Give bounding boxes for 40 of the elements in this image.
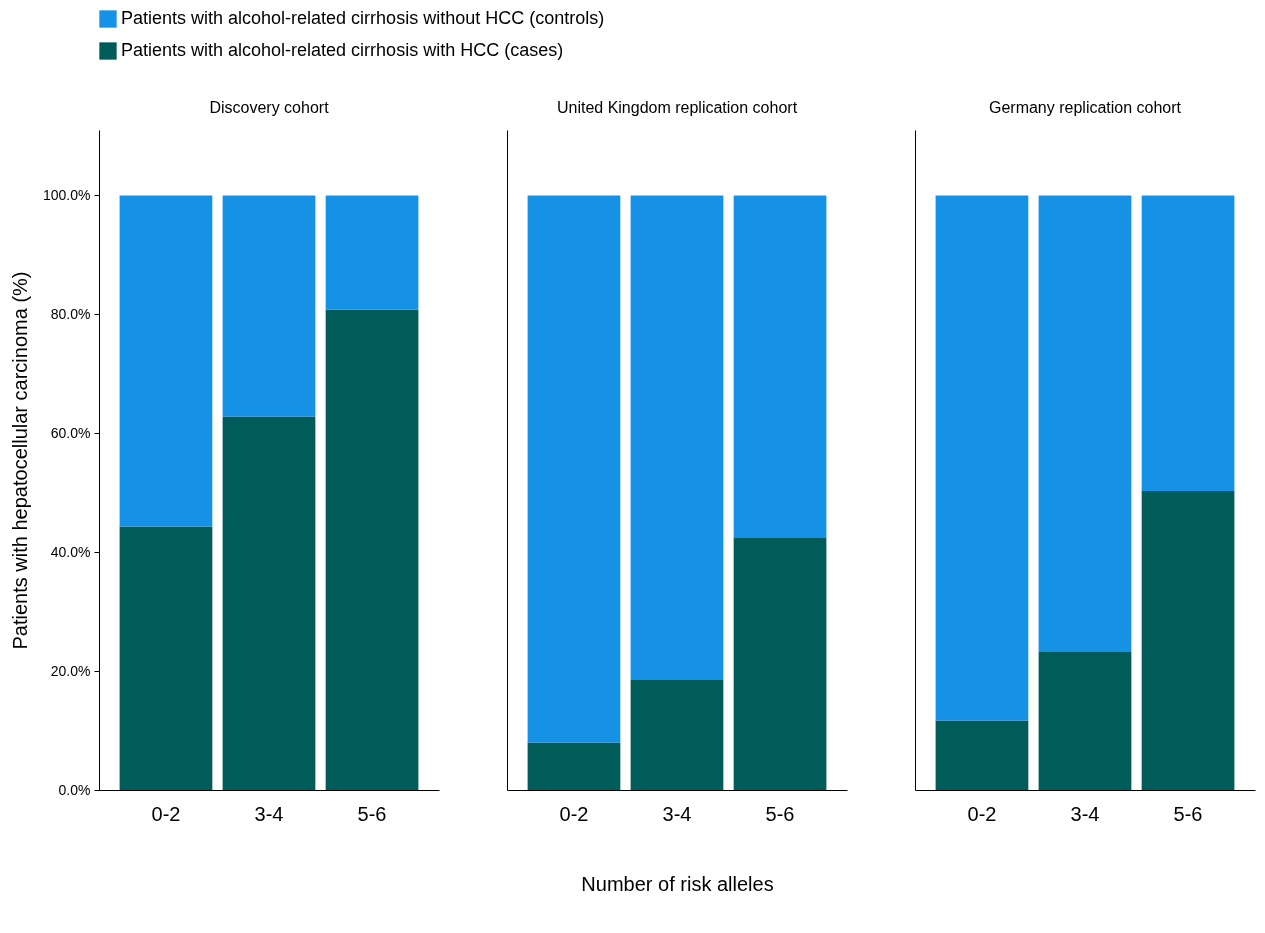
y-tick-label: 80.0% xyxy=(50,305,91,322)
y-tick-label: 40.0% xyxy=(50,543,91,560)
y-axis-title: Patients with hepatocellular carcinoma (%) xyxy=(9,271,32,650)
bar xyxy=(222,416,316,790)
bar xyxy=(119,195,213,527)
bar xyxy=(935,195,1029,721)
x-tick-label: 3-4 xyxy=(662,802,692,825)
bar xyxy=(935,720,1029,790)
x-tick-label: 5-6 xyxy=(1173,802,1203,825)
bar xyxy=(527,195,621,743)
y-tick-label: 20.0% xyxy=(50,662,91,679)
x-tick-label: 5-6 xyxy=(765,802,795,825)
chart-title: Discovery cohort xyxy=(209,99,330,116)
bar xyxy=(1141,490,1235,790)
chart-title: Germany replication cohort xyxy=(988,99,1182,116)
legend-label: Patients with alcohol-related cirrhosis without HCC (controls) xyxy=(121,8,605,28)
chart-title: United Kingdom replication cohort xyxy=(556,99,798,116)
bar xyxy=(527,742,621,790)
bar xyxy=(630,680,724,790)
x-axis-title: Number of risk alleles xyxy=(581,872,774,895)
x-tick-label: 5-6 xyxy=(357,802,387,825)
y-tick-label: 60.0% xyxy=(50,424,91,441)
x-tick-label: 0-2 xyxy=(151,802,181,825)
legend-label: Patients with alcohol-related cirrhosis with HCC (cases) xyxy=(121,40,564,60)
x-tick-label: 3-4 xyxy=(254,802,284,825)
bar xyxy=(222,195,316,417)
bar xyxy=(630,195,724,680)
x-tick-label: 0-2 xyxy=(967,802,997,825)
bar xyxy=(1038,652,1132,790)
x-tick-label: 0-2 xyxy=(559,802,589,825)
y-tick-label: 0.0% xyxy=(58,781,91,798)
bar xyxy=(733,195,827,538)
bar xyxy=(325,195,419,310)
y-tick-label: 100.0% xyxy=(43,186,91,203)
bar xyxy=(325,309,419,790)
x-tick-label: 3-4 xyxy=(1070,802,1100,825)
bar xyxy=(1038,195,1132,653)
bar xyxy=(119,526,213,790)
bar xyxy=(1141,195,1235,491)
bar xyxy=(733,537,827,790)
